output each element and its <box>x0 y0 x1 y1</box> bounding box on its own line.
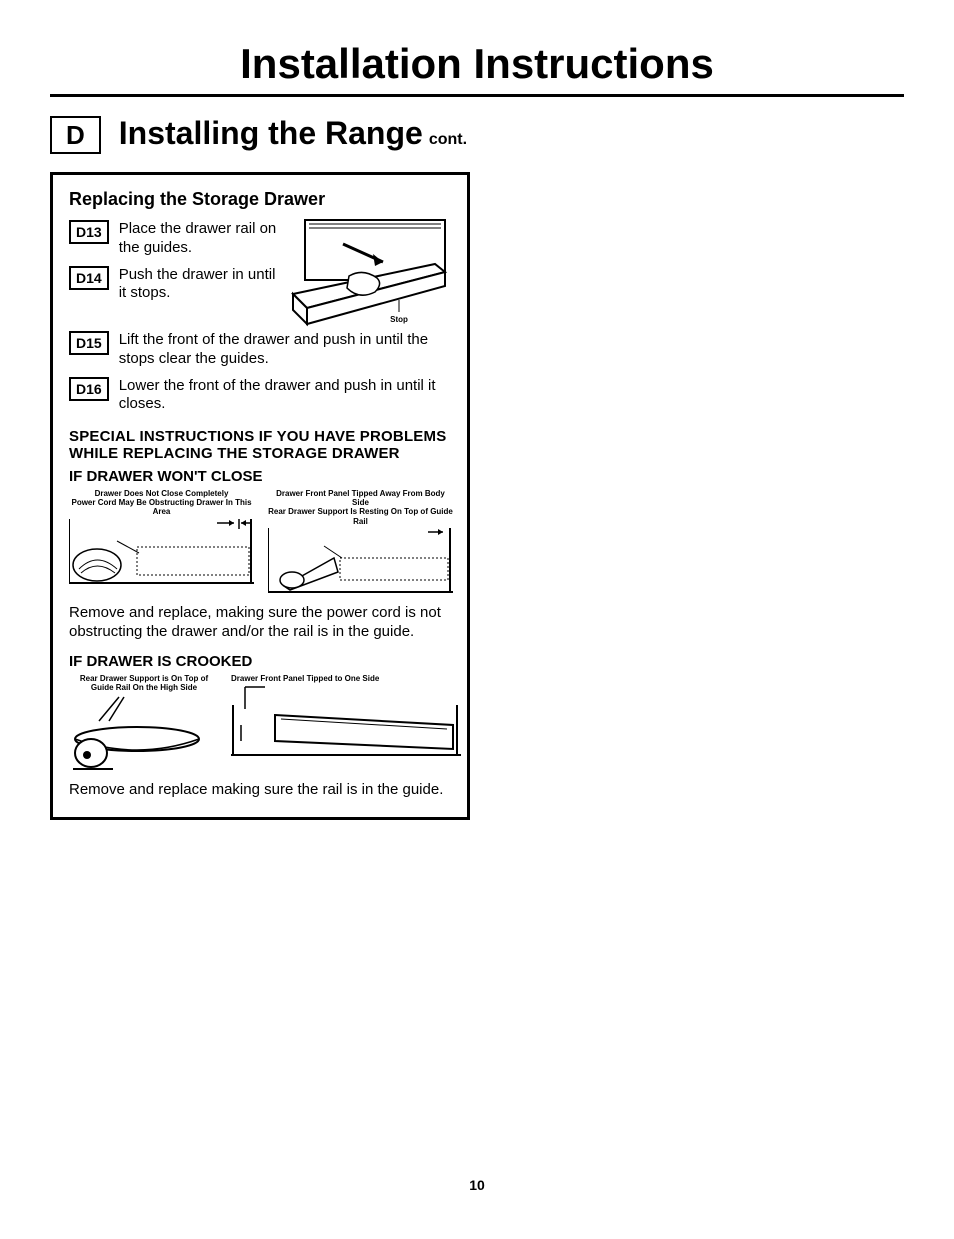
page-number: 10 <box>0 1177 954 1193</box>
step-label: D14 <box>69 266 109 290</box>
diagram-label: Drawer Does Not Close Completely <box>69 489 254 498</box>
step-label: D16 <box>69 377 109 401</box>
step-label: D13 <box>69 220 109 244</box>
step-text: Lower the front of the drawer and push i… <box>119 377 451 415</box>
step-row: D16 Lower the front of the drawer and pu… <box>69 377 451 415</box>
step-label: D15 <box>69 331 109 355</box>
drawer-diagram-icon <box>268 528 453 598</box>
section-letter-box: D <box>50 116 101 154</box>
diagram-label: Power Cord May Be Obstructing Drawer In … <box>69 498 254 516</box>
diagram-group: Drawer Front Panel Tipped to One Side <box>231 674 461 765</box>
drawer-side-diagram-icon <box>69 695 219 775</box>
diagram-group: Rear Drawer Support is On Top of Guide R… <box>69 674 219 774</box>
problem-text: Remove and replace making sure the rail … <box>69 781 451 800</box>
diagram-group: Drawer Does Not Close Completely Power C… <box>69 489 254 598</box>
problem1-diagrams: Drawer Does Not Close Completely Power C… <box>69 489 451 598</box>
drawer-diagram-icon <box>69 519 254 589</box>
diagram-labels: Drawer Does Not Close Completely Power C… <box>69 489 254 517</box>
drawer-illustration: Stop <box>287 216 457 336</box>
diagram-label: Rear Drawer Support Is Resting On Top of… <box>268 507 453 525</box>
diagram-label: Drawer Front Panel Tipped to One Side <box>231 674 461 683</box>
special-instructions-title: SPECIAL INSTRUCTIONS IF YOU HAVE PROBLEM… <box>69 428 451 462</box>
problem-text: Remove and replace, making sure the powe… <box>69 604 451 642</box>
section-header: D Installing the Range cont. <box>50 115 904 154</box>
subsection-title: Replacing the Storage Drawer <box>69 189 451 210</box>
svg-text:Stop: Stop <box>390 315 408 324</box>
problem2-diagrams: Rear Drawer Support is On Top of Guide R… <box>69 674 451 774</box>
step-text: Lift the front of the drawer and push in… <box>119 331 451 369</box>
problem-title: IF DRAWER IS CROOKED <box>69 653 451 670</box>
step-text: Place the drawer rail on the guides. <box>119 220 279 258</box>
page-title: Installation Instructions <box>50 40 904 97</box>
content-box: Replacing the Storage Drawer D13 Place t… <box>50 172 470 820</box>
problem-title: IF DRAWER WON'T CLOSE <box>69 468 451 485</box>
diagram-label: Drawer Front Panel Tipped Away From Body… <box>268 489 453 507</box>
step-text: Push the drawer in until it stops. <box>119 266 279 304</box>
section-cont: cont. <box>429 131 467 149</box>
diagram-label: Rear Drawer Support is On Top of Guide R… <box>69 674 219 692</box>
drawer-front-diagram-icon <box>231 685 461 765</box>
diagram-labels: Drawer Front Panel Tipped Away From Body… <box>268 489 453 526</box>
section-title: Installing the Range <box>119 115 423 152</box>
diagram-group: Drawer Front Panel Tipped Away From Body… <box>268 489 453 598</box>
step-row: D15 Lift the front of the drawer and pus… <box>69 331 451 369</box>
